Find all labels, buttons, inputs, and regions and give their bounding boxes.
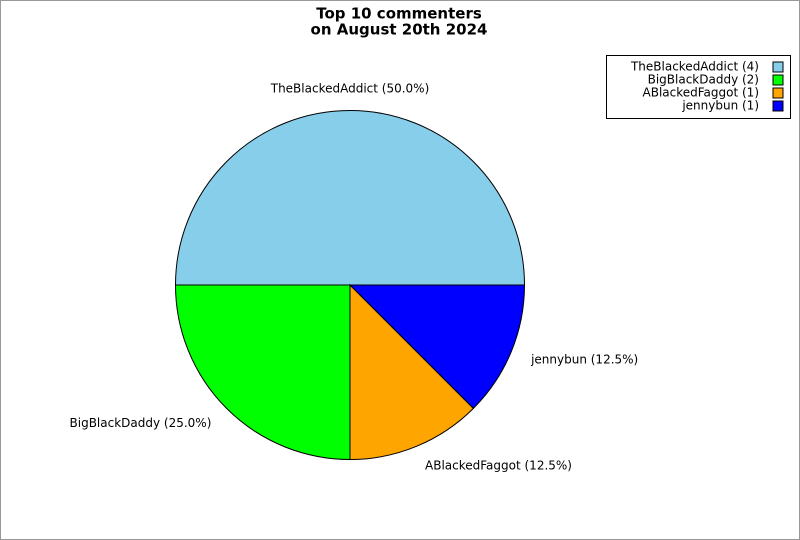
legend-label: TheBlackedAddict (4): [630, 60, 759, 74]
legend-swatch: [772, 100, 784, 112]
slice-label: jennybun (12.5%): [530, 353, 638, 367]
chart-title: Top 10 commenters: [316, 5, 482, 23]
legend-box: [606, 55, 791, 119]
slice-label: ABlackedFaggot (12.5%): [425, 459, 572, 473]
legend-swatch: [772, 74, 784, 86]
legend-label: ABlackedFaggot (1): [643, 86, 760, 100]
pie-slice: [174, 110, 526, 286]
pie-slice: [348, 284, 526, 410]
pie-slice: [349, 283, 475, 461]
legend-label: BigBlackDaddy (2): [648, 73, 759, 87]
legend-swatch: [772, 87, 784, 99]
legend-swatch: [772, 61, 784, 73]
pie-slice: [174, 284, 351, 461]
legend-label: jennybun (1): [681, 99, 759, 113]
slice-label: BigBlackDaddy (25.0%): [70, 416, 212, 430]
slice-label: TheBlackedAddict (50.0%): [270, 82, 430, 96]
chart-subtitle: on August 20th 2024: [311, 21, 488, 39]
